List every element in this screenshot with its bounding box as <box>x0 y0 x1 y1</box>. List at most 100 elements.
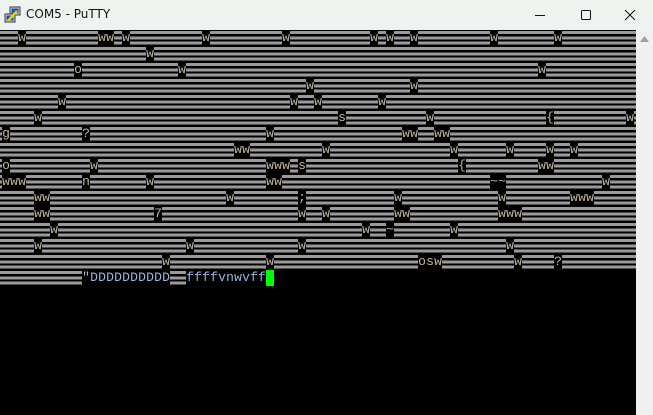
terminal-char <box>74 270 82 286</box>
terminal-char <box>0 270 10 286</box>
terminal-char: w <box>234 270 242 286</box>
terminal-char: ~ <box>386 222 394 238</box>
terminal-char: w <box>298 238 306 254</box>
terminal-char: w <box>274 158 282 174</box>
terminal-row: w w o s w w? <box>0 254 636 270</box>
terminal-char: w <box>202 30 210 46</box>
terminal-char: w <box>498 190 506 206</box>
window-title: COM5 - PuTTY <box>26 7 111 21</box>
terminal-char: w <box>570 142 578 158</box>
terminal-char: w <box>18 174 26 190</box>
terminal-screen[interactable]: w w w w w w w w w w w w o w w w w w w w w w s w{w g? w w w w w w w w w w w w… <box>0 30 636 415</box>
terminal-char: w <box>266 174 274 190</box>
terminal-char: w <box>402 126 410 142</box>
terminal-char: w <box>50 222 58 238</box>
terminal-char <box>18 270 26 286</box>
terminal-char: w <box>42 206 50 222</box>
terminal-char: w <box>34 206 42 222</box>
terminal-char: w <box>586 190 594 206</box>
terminal-char <box>42 270 50 286</box>
arrow-up-icon <box>640 35 649 42</box>
terminal-char: w <box>362 222 370 238</box>
terminal-char: w <box>290 94 298 110</box>
terminal-char: " <box>82 270 90 286</box>
terminal-char: w <box>394 206 402 222</box>
terminal-char: f <box>186 270 194 286</box>
terminal-char <box>50 270 58 286</box>
terminal-char: w <box>266 126 274 142</box>
title-bar: COM5 - PuTTY <box>0 0 653 30</box>
terminal-char: ~ <box>490 174 498 190</box>
terminal-char: w <box>314 94 322 110</box>
terminal-row: g? w w w w w <box>0 126 636 142</box>
terminal-char: w <box>18 30 26 46</box>
terminal-row: o w w w w s{w w <box>0 158 636 174</box>
terminal-char: v <box>218 270 226 286</box>
terminal-char: w <box>410 78 418 94</box>
terminal-char: w <box>498 206 506 222</box>
terminal-char: D <box>154 270 162 286</box>
terminal-char: w <box>370 30 378 46</box>
terminal-char: w <box>266 158 274 174</box>
terminal-char: D <box>162 270 170 286</box>
terminal-char: D <box>146 270 154 286</box>
terminal-char: w <box>10 174 18 190</box>
terminal-char: w <box>410 30 418 46</box>
minimize-button[interactable] <box>517 0 563 30</box>
terminal-char: ~ <box>498 174 506 190</box>
terminal-char <box>26 270 34 286</box>
close-button[interactable] <box>607 0 653 30</box>
terminal-char: w <box>578 190 586 206</box>
terminal-char: w <box>298 206 306 222</box>
terminal-char: o <box>74 62 82 78</box>
terminal-char: s <box>298 158 306 174</box>
terminal-char: w <box>434 254 442 270</box>
terminal-char: w <box>434 126 442 142</box>
terminal-char: f <box>202 270 210 286</box>
terminal-char: w <box>322 142 330 158</box>
terminal-char: w <box>378 94 386 110</box>
terminal-char <box>58 270 66 286</box>
terminal-char <box>170 270 178 286</box>
terminal-char: w <box>490 30 498 46</box>
terminal-cursor <box>266 270 274 286</box>
terminal-char: D <box>122 270 130 286</box>
terminal-char: s <box>426 254 434 270</box>
terminal-char: w <box>162 254 170 270</box>
terminal-char: w <box>242 142 250 158</box>
terminal-char: w <box>90 158 98 174</box>
terminal-char: w <box>178 62 186 78</box>
terminal-row: w s w {w <box>0 110 636 126</box>
terminal-char: w <box>546 142 554 158</box>
terminal-char: w <box>98 30 106 46</box>
terminal-char: w <box>538 158 546 174</box>
vertical-scrollbar[interactable] <box>636 30 653 415</box>
terminal-row: w w w; w w w w w <box>0 190 636 206</box>
terminal-char: n <box>226 270 234 286</box>
terminal-char: w <box>226 190 234 206</box>
terminal-char: ; <box>298 190 306 206</box>
terminal-char: f <box>258 270 266 286</box>
terminal-char: w <box>146 46 154 62</box>
terminal-char: w <box>106 30 114 46</box>
terminal-char: f <box>194 270 202 286</box>
terminal-char: w <box>506 142 514 158</box>
terminal-char <box>178 270 186 286</box>
maximize-button[interactable] <box>563 0 609 30</box>
terminal-row: w <box>0 46 636 62</box>
terminal-char: w <box>554 30 562 46</box>
close-icon <box>624 9 636 21</box>
terminal-char: w <box>626 110 634 126</box>
scroll-up-button[interactable] <box>636 30 653 47</box>
terminal-char: D <box>106 270 114 286</box>
terminal-char: w <box>442 126 450 142</box>
terminal-char: w <box>306 78 314 94</box>
terminal-char: w <box>506 206 514 222</box>
putty-icon <box>4 6 21 23</box>
terminal-char: w <box>450 142 458 158</box>
